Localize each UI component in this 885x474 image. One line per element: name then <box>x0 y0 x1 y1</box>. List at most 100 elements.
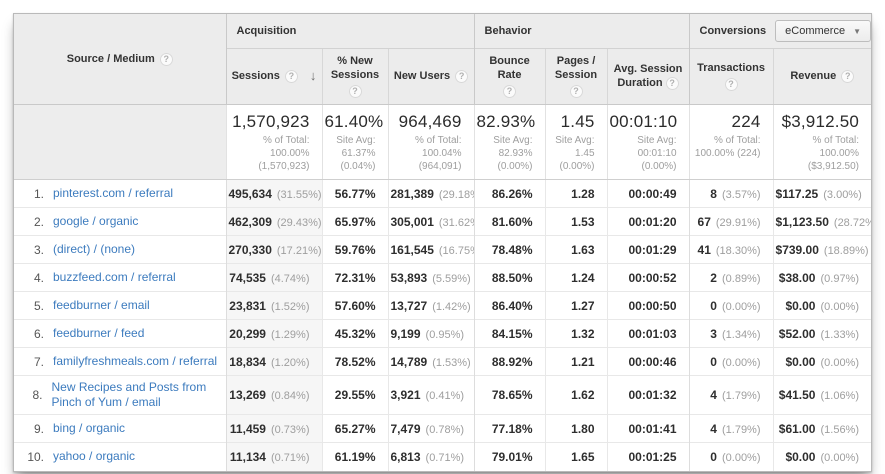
source-medium-header[interactable]: Source / Medium ? <box>14 14 226 105</box>
help-icon[interactable]: ? <box>665 76 679 90</box>
table-row: 3. (direct) / (none) 270,330 (17.21%) 59.… <box>14 235 872 264</box>
row-index: 9. <box>33 421 44 436</box>
transactions-cell: 4 (1.79%) <box>688 375 774 415</box>
transactions-cell: 3 (1.34%) <box>688 319 774 348</box>
help-icon[interactable]: ? <box>503 85 517 99</box>
sessions-cell: 495,634 (31.55%) <box>225 179 322 208</box>
source-cell: 2. google / organic <box>14 207 226 236</box>
bounce-rate-cell: 86.26% <box>473 179 546 208</box>
source-cell: 10. yahoo / organic <box>14 442 226 471</box>
table-row: 4. buzzfeed.com / referral 74,535 (4.74%)… <box>14 263 872 292</box>
help-icon[interactable]: ? <box>455 70 469 83</box>
new-sessions-cell: 29.55% <box>321 375 388 415</box>
sessions-cell: 270,330 (17.21%) <box>225 235 322 264</box>
new-sessions-cell: 78.52% <box>321 347 388 376</box>
totals-spacer <box>14 104 226 180</box>
new-users-cell: 305,001(31.62%) <box>387 207 475 236</box>
revenue-cell: $61.00 (1.56%) <box>772 414 872 443</box>
column-transactions[interactable]: Transactions ? <box>688 48 774 105</box>
ecommerce-dropdown[interactable]: eCommerce ▼ <box>775 20 871 42</box>
source-medium-link[interactable]: buzzfeed.com / referral <box>53 270 176 284</box>
sessions-cell: 18,834 (1.20%) <box>225 347 322 376</box>
totals-pages-session: 1.45 Site Avg: 1.45 (0.00%) <box>544 104 608 180</box>
group-header-row: Source / Medium ? Acquisition Behavior C… <box>14 14 872 105</box>
transactions-cell: 67 (29.91%) <box>688 207 774 236</box>
analytics-report-table: Source / Medium ? Acquisition Behavior C… <box>13 13 872 472</box>
group-conversions: Conversions eCommerce ▼ <box>688 14 872 49</box>
new-sessions-cell: 56.77% <box>321 179 388 208</box>
source-cell: 7. familyfreshmeals.com / referral <box>14 347 226 376</box>
help-icon[interactable]: ? <box>724 78 738 92</box>
help-icon[interactable]: ? <box>841 70 855 83</box>
transactions-cell: 41 (18.30%) <box>688 235 774 264</box>
column-bounce-rate[interactable]: Bounce Rate ? <box>473 48 546 105</box>
avg-duration-cell: 00:00:49 <box>606 179 690 208</box>
totals-sessions: 1,570,923 % of Total: 100.00% (1,570,923… <box>225 104 322 180</box>
bounce-rate-cell: 88.92% <box>473 347 546 376</box>
transactions-cell: 2 (0.89%) <box>688 263 774 292</box>
new-users-cell: 9,199 (0.95%) <box>387 319 475 348</box>
source-cell: 5. feedburner / email <box>14 291 226 320</box>
table-row: 7. familyfreshmeals.com / referral 18,83… <box>14 347 872 376</box>
table-row: 1. pinterest.com / referral 495,634 (31.5… <box>14 179 872 208</box>
avg-duration-cell: 00:01:25 <box>606 442 690 471</box>
bounce-rate-cell: 84.15% <box>473 319 546 348</box>
source-medium-link[interactable]: feedburner / email <box>53 298 150 312</box>
avg-duration-cell: 00:00:50 <box>606 291 690 320</box>
row-index: 3. <box>33 242 44 257</box>
pages-session-cell: 1.63 <box>544 235 608 264</box>
column-new-sessions[interactable]: % New Sessions ? <box>321 48 388 105</box>
avg-duration-cell: 00:00:52 <box>606 263 690 292</box>
totals-bounce-rate: 82.93% Site Avg: 82.93% (0.00%) <box>473 104 546 180</box>
sessions-cell: 74,535 (4.74%) <box>225 263 322 292</box>
source-medium-link[interactable]: feedburner / feed <box>53 326 145 340</box>
column-sessions[interactable]: Sessions ? ↓ <box>225 48 322 105</box>
help-icon[interactable]: ? <box>284 70 298 83</box>
sessions-cell: 20,299 (1.29%) <box>225 319 322 348</box>
new-sessions-cell: 65.97% <box>321 207 388 236</box>
revenue-cell: $0.00 (0.00%) <box>772 291 872 320</box>
totals-revenue: $3,912.50 % of Total: 100.00% ($3,912.50… <box>772 104 872 180</box>
new-users-cell: 53,893 (5.59%) <box>387 263 475 292</box>
sessions-cell: 11,459 (0.73%) <box>225 414 322 443</box>
revenue-cell: $117.25 (3.00%) <box>772 179 872 208</box>
avg-duration-cell: 00:01:20 <box>606 207 690 236</box>
source-cell: 4. buzzfeed.com / referral <box>14 263 226 292</box>
source-medium-link[interactable]: familyfreshmeals.com / referral <box>53 354 218 368</box>
totals-avg-duration: 00:01:10 Site Avg: 00:01:10 (0.00%) <box>606 104 690 180</box>
new-users-cell: 161,545(16.75%) <box>387 235 475 264</box>
row-index: 4. <box>33 270 44 285</box>
new-users-cell: 7,479 (0.78%) <box>387 414 475 443</box>
table-row: 6. feedburner / feed 20,299 (1.29%) 45.32… <box>14 319 872 348</box>
source-cell: 8. New Recipes and Posts from Pinch of Y… <box>14 375 226 415</box>
source-medium-link[interactable]: bing / organic <box>53 421 126 435</box>
column-pages-session[interactable]: Pages / Session ? <box>544 48 608 105</box>
sessions-cell: 23,831 (1.52%) <box>225 291 322 320</box>
row-index: 5. <box>33 298 44 313</box>
help-icon[interactable]: ? <box>569 85 583 99</box>
column-avg-session-duration[interactable]: Avg. Session Duration ? <box>606 48 690 105</box>
sort-desc-icon[interactable]: ↓ <box>309 68 317 84</box>
pages-session-cell: 1.32 <box>544 319 608 348</box>
new-users-cell: 13,727 (1.42%) <box>387 291 475 320</box>
new-users-cell: 3,921 (0.41%) <box>387 375 475 415</box>
help-icon[interactable]: ? <box>159 52 173 66</box>
help-icon[interactable]: ? <box>348 85 362 99</box>
source-medium-link[interactable]: pinterest.com / referral <box>53 186 174 200</box>
column-header-row: Sessions ? ↓ % New Sessions ? New Users … <box>14 48 872 105</box>
column-new-users[interactable]: New Users ? <box>387 48 475 105</box>
group-acquisition: Acquisition <box>225 14 475 49</box>
group-behavior: Behavior <box>473 14 690 49</box>
avg-duration-cell: 00:00:46 <box>606 347 690 376</box>
bounce-rate-cell: 77.18% <box>473 414 546 443</box>
source-medium-link[interactable]: yahoo / organic <box>53 449 136 464</box>
avg-duration-cell: 00:01:29 <box>606 235 690 264</box>
source-medium-link[interactable]: google / organic <box>53 214 139 228</box>
source-cell: 1. pinterest.com / referral <box>14 179 226 208</box>
source-medium-link[interactable]: New Recipes and Posts from Pinch of Yum … <box>51 380 207 409</box>
pages-session-cell: 1.21 <box>544 347 608 376</box>
sessions-cell: 13,269 (0.84%) <box>225 375 322 415</box>
pages-session-cell: 1.62 <box>544 375 608 415</box>
source-medium-link[interactable]: (direct) / (none) <box>53 242 136 256</box>
column-revenue[interactable]: Revenue ? <box>772 48 872 105</box>
